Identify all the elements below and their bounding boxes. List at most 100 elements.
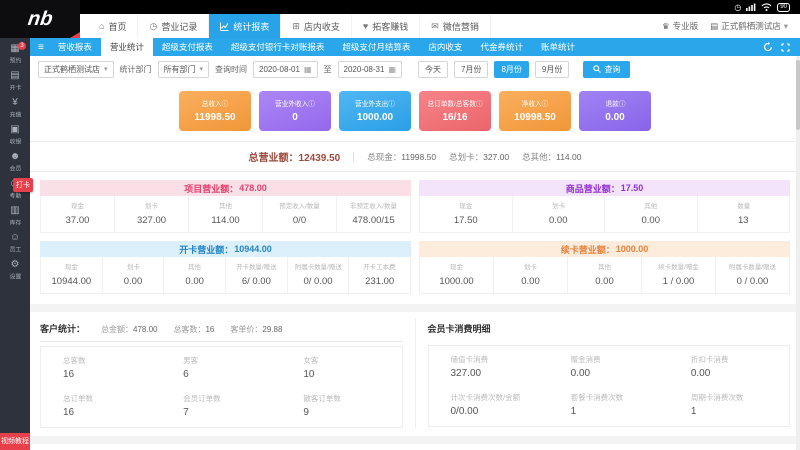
chevron-down-icon: ▾ xyxy=(104,66,108,73)
nav-superpay-report[interactable]: 超级支付报表 xyxy=(161,42,213,52)
chevron-down-icon: ▾ xyxy=(783,20,788,31)
punch-in-tag[interactable]: 打卡 xyxy=(13,178,33,192)
calendar-icon: ▦ xyxy=(388,64,396,74)
tab-statistics-report[interactable]: 统计报表 xyxy=(209,14,282,38)
customer-total-count: 总客数：16 xyxy=(173,325,215,334)
stat-cell: 附属卡数量/赠送 0 / 0.00 xyxy=(729,264,776,287)
tab-customer-acquisition[interactable]: ♥ 拓客赚钱 xyxy=(352,14,421,38)
kpi-row: 总收入ⓘ 11998.50 营业外收入ⓘ 0 营业外支出ⓘ 1000.00 xyxy=(30,82,800,141)
report-nav: ≡ 营收报表 营业统计 超级支付报表 超级支付银行卡对账报表 超级支付月结算表 … xyxy=(30,38,800,56)
stat-cell: 续卡数量/赠金 1 / 0.00 xyxy=(642,257,716,293)
member-icon: ☻ xyxy=(9,151,21,162)
customer-statistics: 客户统计： 总金额：478.00 总客数：16 客单价：29.88 总客数 16 … xyxy=(40,318,403,428)
stat-cell: 附属卡数量/赠送 0/ 0.00 xyxy=(288,257,350,293)
tab-wechat-marketing[interactable]: ✉ 微信营销 xyxy=(420,14,491,38)
section-card-opening-revenue: 开卡营业额： 10944.00 现金 10944.00 划卡 0.00 其他 0.00 … xyxy=(40,241,411,294)
department-select[interactable]: 所有部门 ▾ xyxy=(157,60,210,78)
stat-cell: 划卡 0.00 xyxy=(103,257,165,293)
dept-label: 统计部门 xyxy=(119,64,152,74)
section-project-revenue: 项目营业额： 478.00 现金 37.00 划卡 327.00 其他 114.00 预… xyxy=(40,180,411,233)
customer-stats-title: 客户统计： xyxy=(40,324,86,334)
stat-item: 总订单数 16 xyxy=(63,394,93,418)
nav-store-finance[interactable]: 店内收支 xyxy=(428,42,463,52)
total-turnover-label: 总营业额： xyxy=(248,153,299,164)
stat-cell: 其他 0.00 xyxy=(605,196,698,232)
sidebar-item-appointments[interactable]: ▦ 预约 3 xyxy=(0,41,30,68)
to-label: 至 xyxy=(323,64,332,74)
scrollbar-thumb[interactable] xyxy=(796,60,800,130)
info-icon: ⓘ xyxy=(388,101,395,108)
store-name: 正式鹤栖测试店 xyxy=(721,21,781,31)
customer-total-amount: 总金额：478.00 xyxy=(101,325,158,334)
search-icon xyxy=(593,65,602,73)
sidebar-item-settings[interactable]: ⚙ 设置 xyxy=(9,259,21,281)
fullscreen-icon[interactable] xyxy=(781,42,790,52)
stat-cell: 其他 0.00 xyxy=(164,257,227,293)
tab-label: 统计报表 xyxy=(233,21,270,32)
kpi-non-operating-income[interactable]: 营业外收入ⓘ 0 xyxy=(259,91,331,131)
info-icon: ⓘ xyxy=(541,101,549,108)
tab-label: 微信营销 xyxy=(442,21,479,32)
mail-icon: ✉ xyxy=(431,20,439,31)
info-icon: ⓘ xyxy=(221,101,229,108)
stat-item: 会员订单数 7 xyxy=(183,394,221,418)
app-logo[interactable]: nb xyxy=(0,0,80,38)
register-icon: ▣ xyxy=(10,124,20,135)
sidebar-item-members[interactable]: ☻ 会员 xyxy=(9,151,21,173)
nav-superpay-monthly-report[interactable]: 超级支付月结算表 xyxy=(342,42,411,52)
sidebar-item-recharge[interactable]: ¥ 充值 xyxy=(9,97,21,119)
kpi-non-operating-expense[interactable]: 营业外支出ⓘ 1000.00 xyxy=(339,91,411,131)
stat-item: 套餐卡消费次数 1 xyxy=(570,393,624,417)
stat-cell: 开卡数量/赠送 6/ 0.00 xyxy=(226,257,288,293)
stat-item: 计次卡消费次数/金额 0/0.00 xyxy=(450,393,521,417)
info-icon: ⓘ xyxy=(618,101,625,108)
top-header: ⌂ 首页 ◷ 营业记录 统计报表 ⊞ 店内收支 ♥ 拓客赚钱 ✉ 微信营销 ♛ xyxy=(0,14,800,38)
member-card-title: 会员卡消费明细 xyxy=(427,324,491,334)
stat-cell: 数量 13 xyxy=(736,203,750,226)
signal-icon xyxy=(746,3,756,11)
quick-september-button[interactable]: 9月份 xyxy=(534,60,570,78)
edition-label: 专业版 xyxy=(672,21,699,31)
chevron-down-icon: ▾ xyxy=(199,66,204,73)
quick-august-button[interactable]: 8月份 xyxy=(494,60,529,78)
sidebar-item-staff[interactable]: ☺ 员工 xyxy=(9,232,21,254)
heart-icon: ♥ xyxy=(362,21,369,31)
tab-store-finance[interactable]: ⊞ 店内收支 xyxy=(281,14,352,38)
quick-july-button[interactable]: 7月份 xyxy=(454,60,489,78)
search-button[interactable]: 查询 xyxy=(583,60,631,78)
stat-item: 男客 6 xyxy=(183,356,199,380)
nav-bill-statistics[interactable]: 账单统计 xyxy=(540,42,575,52)
kpi-refund[interactable]: 退款ⓘ 0.00 xyxy=(579,91,651,131)
grid-icon: ⊞ xyxy=(292,20,300,31)
nav-revenue-report[interactable]: 营收报表 xyxy=(57,42,92,52)
home-icon: ⌂ xyxy=(99,21,105,31)
store-switcher[interactable]: ▤ 正式鹤栖测试店 ▾ xyxy=(710,20,788,32)
sidebar-item-cashier[interactable]: ▣ 收银 xyxy=(9,124,21,146)
refresh-icon[interactable] xyxy=(763,42,773,52)
kpi-total-income[interactable]: 总收入ⓘ 11998.50 xyxy=(179,91,251,131)
stat-cell: 预定收入/数量 0/0 xyxy=(263,196,337,232)
kpi-orders-customers[interactable]: 总订单数/总客数ⓘ 16/16 xyxy=(419,91,491,131)
tab-business-records[interactable]: ◷ 营业记录 xyxy=(138,14,210,38)
filter-bar: 正式鹤栖测试店 ▾ 统计部门 所有部门 ▾ 查询时间 2020-08-01 ▦ xyxy=(30,56,800,82)
stat-item: 总客数 16 xyxy=(63,356,86,380)
sidebar-item-inventory[interactable]: ▥ 库存 xyxy=(9,205,21,227)
nav-business-statistics[interactable]: 营业统计 xyxy=(100,38,153,56)
date-to-input[interactable]: 2020-08-31 ▦ xyxy=(337,60,402,78)
nav-voucher-statistics[interactable]: 代金券统计 xyxy=(480,42,523,52)
video-tutorial-link[interactable]: 视频教程 xyxy=(0,433,30,450)
quick-today-button[interactable]: 今天 xyxy=(418,60,448,78)
kpi-net-income[interactable]: 净收入ⓘ 10998.50 xyxy=(499,91,571,131)
sidebar-item-open-card[interactable]: ▤ 开卡 xyxy=(9,70,21,92)
scrollbar[interactable] xyxy=(796,56,800,450)
nav-superpay-bankcard-report[interactable]: 超级支付银行卡对账报表 xyxy=(230,42,325,52)
menu-icon[interactable]: ≡ xyxy=(38,41,44,53)
wifi-icon xyxy=(761,3,772,11)
stat-cell: 现金 37.00 xyxy=(41,196,115,232)
store-select[interactable]: 正式鹤栖测试店 ▾ xyxy=(38,60,114,78)
edition-badge[interactable]: ♛ 专业版 xyxy=(662,20,698,32)
crown-icon: ♛ xyxy=(662,20,670,31)
tab-home[interactable]: ⌂ 首页 xyxy=(88,14,139,38)
tab-label: 拓客赚钱 xyxy=(372,21,409,32)
date-from-input[interactable]: 2020-08-01 ▦ xyxy=(253,60,318,78)
